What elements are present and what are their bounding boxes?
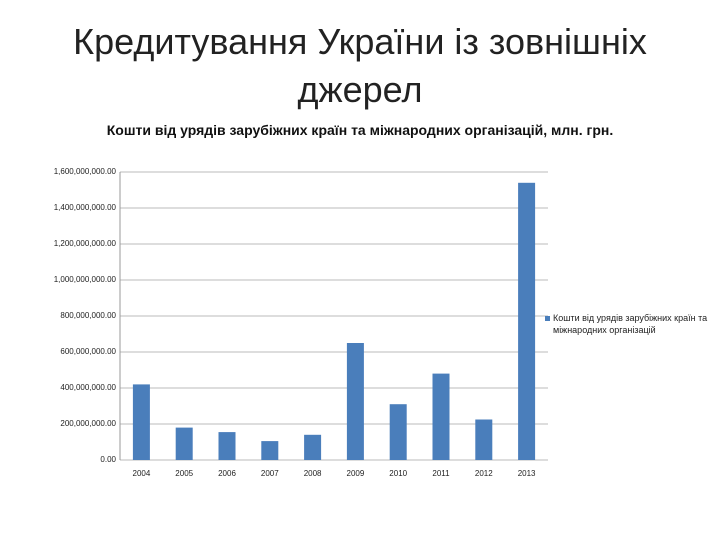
x-tick-label: 2012 [475, 469, 493, 478]
y-tick-label: 1,000,000,000.00 [54, 275, 117, 284]
y-tick-label: 600,000,000.00 [60, 347, 116, 356]
x-tick-label: 2007 [261, 469, 279, 478]
x-tick-label: 2011 [432, 469, 450, 478]
y-tick-label: 1,200,000,000.00 [54, 239, 117, 248]
bar [518, 182, 536, 461]
bar [389, 404, 407, 460]
y-tick-label: 1,600,000,000.00 [54, 167, 117, 176]
bar [132, 384, 150, 460]
legend-label: Кошти від урядів зарубіжних країн та між… [553, 313, 708, 335]
x-tick-label: 2006 [218, 469, 236, 478]
bar [261, 441, 279, 460]
bar [475, 419, 493, 460]
x-tick-label: 2005 [175, 469, 193, 478]
x-tick-label: 2013 [518, 469, 536, 478]
bar [346, 343, 364, 460]
x-tick-label: 2010 [389, 469, 407, 478]
bar [432, 373, 450, 460]
x-tick-label: 2004 [133, 469, 151, 478]
x-tick-label: 2009 [347, 469, 365, 478]
y-tick-label: 200,000,000.00 [60, 419, 116, 428]
x-tick-label: 2008 [304, 469, 322, 478]
chart-title: Кредитування України із зовнішніх джерел [73, 21, 647, 110]
legend-swatch [545, 316, 550, 321]
y-tick-label: 0.00 [100, 455, 116, 464]
bar [175, 427, 193, 460]
y-tick-label: 800,000,000.00 [60, 311, 116, 320]
bar [304, 434, 322, 460]
y-tick-label: 1,400,000,000.00 [54, 203, 117, 212]
chart-subtitle: Кошти від урядів зарубіжних країн та між… [106, 122, 614, 138]
bar [218, 432, 236, 460]
y-tick-label: 400,000,000.00 [60, 383, 116, 392]
